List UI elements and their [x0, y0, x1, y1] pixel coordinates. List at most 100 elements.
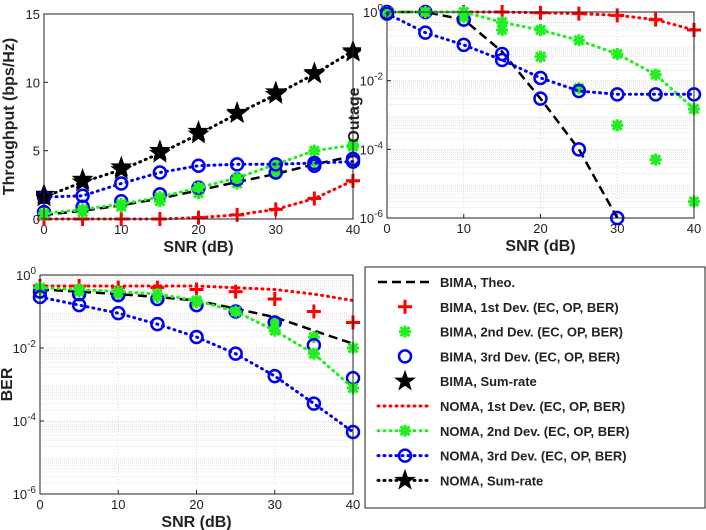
- legend-entry: NOMA, 1st Dev. (EC, OP, BER): [376, 399, 625, 414]
- y-axis-label: Throughput (bps/Hz): [1, 38, 18, 195]
- marker: [228, 284, 243, 299]
- marker: [268, 157, 283, 172]
- marker: [306, 396, 322, 411]
- marker: [398, 299, 412, 314]
- y-tick-label: 10-4: [360, 140, 384, 157]
- y-tick-label: 100: [363, 3, 383, 20]
- marker: [192, 181, 205, 194]
- legend-box: [364, 266, 706, 509]
- marker: [151, 288, 164, 301]
- marker: [397, 349, 413, 364]
- marker: [572, 34, 585, 47]
- marker: [494, 52, 510, 68]
- marker: [191, 158, 206, 173]
- marker: [228, 346, 243, 361]
- x-tick-label: 40: [687, 221, 701, 236]
- marker: [110, 158, 133, 180]
- x-tick-label: 0: [36, 497, 43, 512]
- y-tick-label: 10-6: [13, 485, 37, 502]
- legend-label: NOMA, 3rd Dev. (EC, OP, BER): [440, 449, 627, 464]
- marker: [496, 16, 509, 29]
- x-tick-label: 30: [268, 497, 282, 512]
- series-line: [385, 12, 696, 96]
- marker: [269, 167, 282, 180]
- marker: [150, 316, 165, 332]
- x-tick-label: 20: [191, 222, 205, 237]
- marker: [148, 141, 171, 163]
- marker: [611, 47, 624, 60]
- marker: [572, 82, 585, 95]
- y-tick-label: 100: [16, 266, 36, 283]
- marker: [187, 122, 210, 144]
- marker: [229, 305, 242, 318]
- legend-entry: NOMA, 2nd Dev. (EC, OP, BER): [376, 424, 630, 439]
- marker: [153, 191, 166, 204]
- chart: 0 10 20 30 40 0 5 10 15 SNR (dB) Throughput (bps/H…: [1, 7, 361, 256]
- marker: [494, 46, 510, 62]
- marker: [394, 468, 416, 490]
- legend-label: NOMA, Sum-rate: [440, 473, 543, 488]
- marker: [267, 368, 282, 384]
- legend-label: BIMA, Theo.: [440, 275, 515, 290]
- marker: [114, 176, 129, 191]
- x-tick-label: 10: [114, 222, 128, 237]
- marker: [268, 324, 281, 337]
- marker: [268, 316, 281, 329]
- marker: [226, 102, 249, 124]
- x-axis-label: SNR (dB): [161, 514, 231, 530]
- y-tick-label: 0: [33, 212, 40, 227]
- series-line: [387, 10, 619, 219]
- y-tick-label: 10-2: [13, 339, 37, 356]
- marker: [267, 292, 282, 307]
- marker: [533, 70, 548, 86]
- x-tick-label: 0: [40, 222, 47, 237]
- marker: [456, 37, 471, 53]
- plot-frame: [43, 13, 354, 220]
- marker: [306, 304, 321, 319]
- y-tick-label: 10-6: [360, 209, 384, 226]
- x-axis-label: SNR (dB): [163, 239, 233, 256]
- marker: [75, 188, 90, 204]
- marker: [189, 329, 204, 345]
- marker: [399, 325, 411, 338]
- x-tick-label: 0: [383, 221, 390, 236]
- marker: [649, 153, 662, 166]
- legend-entry: BIMA, 1st Dev. (EC, OP, BER): [398, 300, 619, 315]
- legend-entry: NOMA, 3rd Dev. (EC, OP, BER): [376, 448, 627, 464]
- marker: [571, 83, 587, 99]
- legend-label: NOMA, 2nd Dev. (EC, OP, BER): [440, 424, 630, 439]
- y-axis-label: Outage: [346, 87, 363, 142]
- series-line: [38, 284, 355, 302]
- marker: [649, 68, 662, 81]
- marker: [307, 331, 320, 344]
- legend-label: BIMA, Sum-rate: [440, 374, 537, 389]
- legend-entry: BIMA, 2nd Dev. (EC, OP, BER): [399, 325, 623, 340]
- marker: [73, 283, 86, 296]
- legend-entry: BIMA, Theo.: [378, 275, 515, 290]
- legend-label: BIMA, 3rd Dev. (EC, OP, BER): [440, 349, 620, 364]
- y-tick-label: 10-4: [13, 412, 37, 429]
- series-line: [38, 295, 355, 434]
- legend: BIMA, Theo. BIMA, 1st Dev. (EC, OP, BER) B…: [364, 266, 706, 509]
- series-line: [42, 179, 355, 221]
- legend-label: NOMA, 1st Dev. (EC, OP, BER): [440, 399, 625, 414]
- legend-entry: NOMA, Sum-rate: [376, 468, 543, 490]
- legend-entry: BIMA, 3rd Dev. (EC, OP, BER): [397, 349, 620, 364]
- marker: [534, 50, 547, 63]
- x-tick-label: 10: [111, 497, 125, 512]
- marker: [610, 87, 625, 102]
- marker: [231, 172, 244, 184]
- plot-frame: [39, 274, 354, 495]
- marker: [571, 142, 587, 157]
- marker: [307, 347, 320, 360]
- marker: [76, 203, 89, 216]
- y-tick-label: 5: [33, 144, 40, 159]
- marker: [229, 157, 245, 172]
- marker: [152, 165, 168, 180]
- legend-label: BIMA, 1st Dev. (EC, OP, BER): [440, 300, 619, 315]
- marker: [534, 23, 547, 36]
- plot-frame: [386, 11, 695, 219]
- marker: [71, 297, 87, 313]
- x-axis-label: SNR (dB): [505, 238, 575, 255]
